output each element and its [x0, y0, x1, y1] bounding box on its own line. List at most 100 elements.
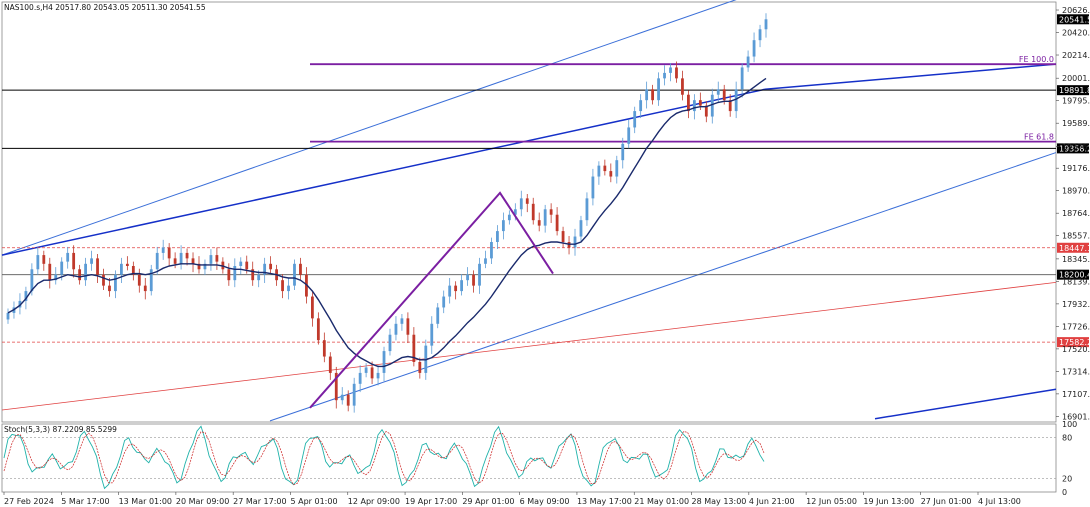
zigzag-pattern	[309, 191, 554, 409]
candle-body	[519, 198, 523, 210]
candle-body	[406, 318, 410, 335]
stochastic-label: Stoch(5,3,3) 87.2209 85.5299	[4, 425, 117, 434]
candle-body	[400, 318, 404, 324]
candle-body	[525, 198, 529, 204]
candle-body	[573, 236, 577, 248]
main-plot-frame	[1, 1, 1057, 423]
x-tick-label: 6 May 09:00	[520, 497, 570, 506]
candle-body	[120, 263, 123, 275]
candle-body	[215, 255, 219, 262]
candle-body	[131, 266, 135, 275]
x-tick-label: 5 Apr 01:00	[290, 497, 337, 506]
candle-body	[591, 176, 595, 199]
y-tick-label: 17520.30	[1062, 345, 1090, 354]
candle-body	[364, 367, 368, 373]
fib-level-label: FE 100.0	[1019, 55, 1054, 64]
x-tick-label: 4 Jul 13:00	[978, 497, 1021, 506]
candle-body	[155, 252, 159, 270]
candle-body	[496, 231, 499, 242]
candle-body	[167, 247, 171, 259]
candle-body	[615, 160, 619, 177]
candle-body	[513, 209, 517, 215]
current-price-label: 20541.55	[1059, 15, 1090, 24]
red-trend-line	[1, 281, 1057, 411]
candle-body	[734, 89, 738, 112]
candle-body	[143, 285, 147, 292]
candle-body	[328, 356, 332, 373]
y-tick-label: 19376.55	[1062, 142, 1090, 151]
y-tick-label: 18345.30	[1062, 255, 1090, 264]
candle-body	[388, 334, 392, 352]
candle-body	[125, 263, 129, 266]
candle-body	[102, 274, 105, 286]
stoch-tick-label: 100	[1062, 420, 1077, 429]
candle-body	[66, 252, 70, 262]
candle-body	[752, 40, 756, 57]
candle-body	[281, 280, 284, 292]
candle-body	[746, 56, 750, 68]
candle-body	[430, 323, 434, 346]
level-price-badge	[1057, 337, 1089, 348]
candle-body	[352, 383, 356, 406]
candle-body	[239, 261, 243, 266]
candle-body	[579, 220, 583, 237]
candle-body	[257, 274, 261, 281]
candle-body	[370, 367, 374, 379]
candle-body	[287, 285, 290, 292]
x-tick-label: 20 Mar 09:00	[176, 497, 229, 506]
candle-body	[501, 220, 505, 232]
candle-body	[633, 111, 637, 128]
candle-body	[704, 105, 708, 117]
y-tick-label: 17107.80	[1062, 390, 1090, 399]
candle-body	[716, 89, 720, 95]
x-tick-label: 4 Jun 21:00	[749, 497, 795, 506]
x-tick-label: 13 May 17:00	[577, 497, 632, 506]
x-tick-label: 12 Jun 05:00	[806, 497, 857, 506]
x-tick-label: 27 Feb 2024	[4, 497, 54, 506]
x-tick-label: 13 Mar 01:00	[119, 497, 172, 506]
candle-body	[448, 285, 452, 297]
candle-body	[687, 94, 690, 112]
candle-body	[346, 394, 350, 406]
candle-body	[549, 209, 553, 215]
candle-body	[722, 89, 726, 101]
candle-body	[48, 263, 52, 281]
y-tick-label: 18557.80	[1062, 232, 1090, 241]
stochastic-frame	[1, 423, 1057, 493]
candle-body	[412, 334, 416, 362]
candle-body	[161, 247, 165, 253]
candle-body	[490, 242, 493, 259]
candle-body	[316, 318, 320, 341]
y-tick-label: 20626.55	[1062, 6, 1090, 15]
y-tick-label: 18139.05	[1062, 277, 1090, 286]
channel-upper-line	[1, 0, 737, 256]
candle-body	[96, 258, 99, 275]
y-tick-label: 18764.05	[1062, 209, 1090, 218]
candle-body	[114, 274, 117, 292]
candle-body	[179, 252, 183, 264]
candle-body	[454, 285, 458, 292]
candle-body	[555, 214, 559, 232]
candle-body	[30, 269, 34, 292]
price-levels: FE 100.0 FE 61.8 19891.80 19358.23 18447.17 1…	[2, 14, 1090, 348]
trend-lines	[1, 0, 1057, 422]
stoch-main-line	[3, 425, 765, 490]
x-tick-label: 12 Apr 09:00	[348, 497, 400, 506]
level-price-badge	[1057, 242, 1089, 253]
candle-body	[478, 263, 481, 286]
candle-body	[394, 323, 398, 335]
chart-grid	[1, 1, 1057, 493]
moving-average-line	[7, 77, 767, 368]
candle-body	[24, 291, 28, 301]
level-price-badge	[1057, 269, 1089, 280]
price-axis: 20626.55 20420.30 20214.05 20001.55 19795.30…	[1056, 6, 1090, 421]
candle-body	[537, 220, 541, 226]
candle-body	[173, 258, 177, 264]
x-tick-label: 19 Apr 17:00	[405, 497, 457, 506]
candle-body	[227, 269, 231, 281]
candle-body	[185, 252, 189, 259]
candle-body	[466, 274, 469, 281]
candle-body	[621, 143, 625, 161]
candle-body	[6, 312, 10, 320]
trend-line-main	[1, 88, 766, 256]
